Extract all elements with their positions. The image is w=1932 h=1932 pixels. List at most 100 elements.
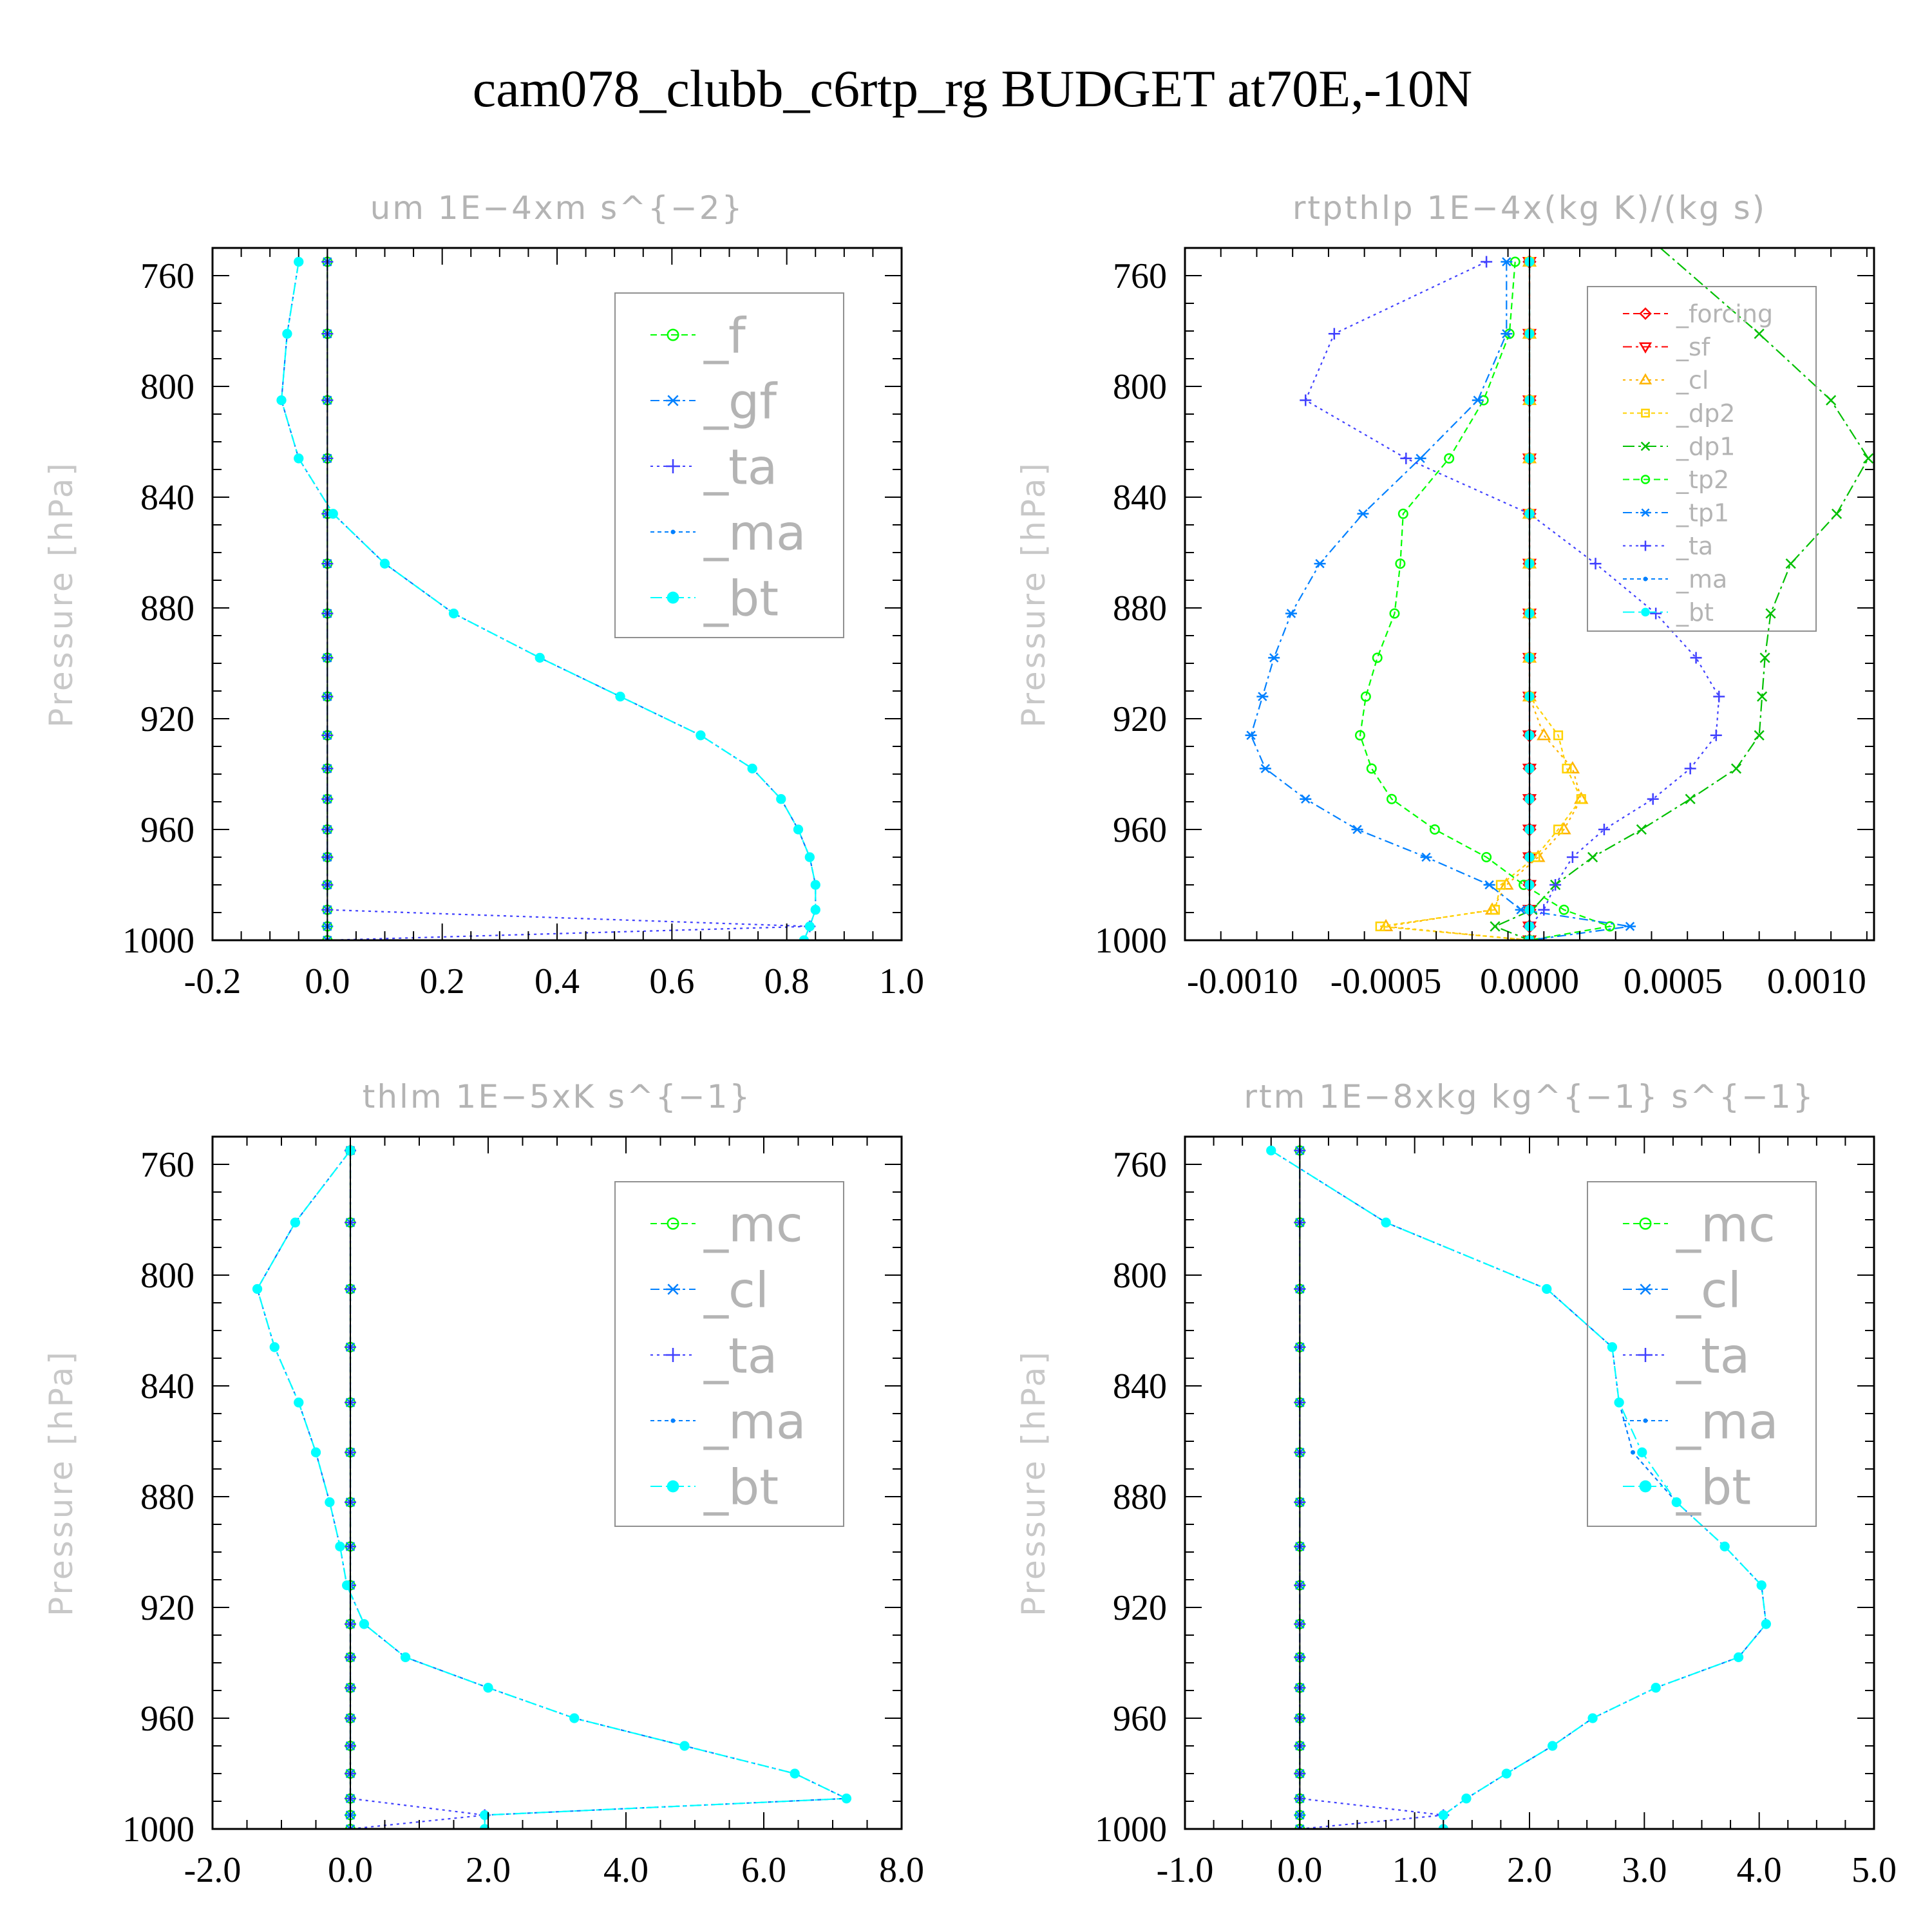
data-point	[1831, 508, 1842, 519]
data-point	[294, 453, 304, 464]
data-point	[325, 1497, 335, 1508]
data-point	[776, 794, 786, 804]
data-point	[1495, 880, 1506, 890]
data-point	[1671, 1497, 1681, 1508]
data-point	[290, 1217, 301, 1227]
legend-label: _ma	[703, 504, 806, 561]
legend-label: _cl	[1676, 366, 1709, 395]
legend-marker	[667, 328, 679, 341]
data-point	[379, 558, 390, 569]
data-point	[810, 905, 820, 915]
legend-item: _bt	[1623, 598, 1714, 627]
data-point	[1300, 794, 1312, 804]
legend-box	[1587, 1181, 1817, 1527]
data-point	[1647, 793, 1659, 805]
series-bt	[276, 256, 820, 940]
data-point	[569, 1713, 580, 1723]
plot-frame	[211, 247, 903, 942]
data-point	[345, 1824, 356, 1829]
panel-title: thlm 1E−5xK s^{−1}	[363, 1078, 752, 1115]
data-point	[1266, 1145, 1276, 1156]
data-point	[1589, 558, 1602, 570]
data-point	[1360, 691, 1371, 702]
x-tick-label: 0.0010	[1767, 961, 1866, 1001]
axis-ticks	[212, 1137, 902, 1830]
data-point	[1558, 904, 1569, 915]
x-tick-label: -1.0	[1157, 1850, 1214, 1890]
y-tick-label: 960	[1113, 810, 1167, 850]
panel-title: um 1E−4xm s^{−2}	[370, 189, 744, 227]
legend-marker	[1638, 1283, 1653, 1295]
legend-item: _dp1	[1623, 433, 1735, 461]
y-tick-label: 920	[140, 699, 194, 739]
legend-marker	[666, 1283, 680, 1295]
data-point	[1414, 453, 1426, 463]
legend-item: _mc	[1623, 1195, 1776, 1253]
data-point	[1565, 761, 1580, 773]
y-tick-label: 1000	[122, 1810, 194, 1850]
chart-panel-1: um 1E−4xm s^{−2} Pressure [hPa] 760 800 840 8…	[43, 189, 924, 1001]
legend-item: _bt	[650, 569, 779, 627]
data-point	[276, 395, 287, 406]
data-point	[1637, 1447, 1647, 1457]
data-point	[1300, 394, 1312, 406]
data-point	[1761, 1619, 1772, 1629]
data-point	[310, 1447, 321, 1457]
series-line	[1385, 261, 1582, 940]
x-tick-label: 0.0	[1277, 1850, 1322, 1890]
legend-label: _f	[703, 307, 747, 364]
data-point	[1713, 690, 1725, 703]
x-tick-label: 0.0000	[1480, 961, 1579, 1001]
legend-marker	[670, 529, 676, 535]
data-point	[1587, 1713, 1598, 1723]
data-point	[1542, 1283, 1552, 1294]
data-point	[1501, 329, 1513, 339]
data-point	[252, 1283, 263, 1294]
x-tick-label: 2.0	[1507, 1850, 1552, 1890]
data-point	[1587, 851, 1598, 863]
data-point	[483, 1683, 493, 1693]
data-point	[1389, 608, 1400, 619]
y-tick-label: 880	[140, 589, 194, 629]
legend-label: _ta	[703, 438, 777, 495]
data-point	[1438, 1810, 1448, 1821]
data-point	[1557, 822, 1571, 835]
data-point	[1395, 558, 1406, 569]
x-tick-label: 2.0	[466, 1850, 511, 1890]
y-tick-label: 800	[140, 367, 194, 407]
x-tick-label: -0.0010	[1187, 961, 1298, 1001]
panel-title: rtpthlp 1E−4x(kg K)/(kg s)	[1293, 189, 1766, 227]
legend-item: _cl	[1623, 1261, 1741, 1318]
series-cl	[1378, 254, 1589, 940]
data-point	[747, 763, 757, 774]
y-tick-label: 1000	[1095, 921, 1167, 961]
data-point	[1733, 1652, 1744, 1663]
legend-marker	[1640, 475, 1651, 484]
legend-label: _ta	[703, 1327, 777, 1384]
x-tick-label: 1.0	[1392, 1850, 1437, 1890]
y-tick-label: 800	[140, 1256, 194, 1296]
y-tick-label: 1000	[1095, 1810, 1167, 1850]
legend-item: _cl	[1623, 366, 1709, 395]
legend: _forcing _sf _cl _dp2 _dp1 _tp2 _tp1 _ta _ma _bt	[1587, 286, 1817, 632]
data-point	[1548, 1741, 1558, 1751]
data-point	[1756, 1580, 1766, 1591]
panel-title: rtm 1E−8xkg kg^{−1} s^{−1}	[1244, 1078, 1815, 1115]
data-point	[400, 1652, 411, 1663]
y-tick-label: 880	[1113, 589, 1167, 629]
legend-label: _cl	[1676, 1261, 1741, 1318]
legend-label: _tp1	[1676, 499, 1729, 527]
legend-box	[1587, 286, 1817, 632]
legend-marker	[1641, 607, 1650, 617]
y-tick-label: 760	[1113, 256, 1167, 296]
data-point	[1614, 1397, 1624, 1408]
legend-marker	[1641, 408, 1650, 418]
data-point	[793, 824, 804, 835]
series-line	[1250, 261, 1631, 940]
legend-marker	[1639, 1217, 1652, 1230]
data-point	[1598, 824, 1610, 835]
legend: _f _gf _ta _ma _bt	[614, 292, 844, 638]
series-ta	[1300, 256, 1725, 940]
legend-item: _tp2	[1623, 466, 1729, 494]
y-tick-label: 920	[1113, 699, 1167, 739]
